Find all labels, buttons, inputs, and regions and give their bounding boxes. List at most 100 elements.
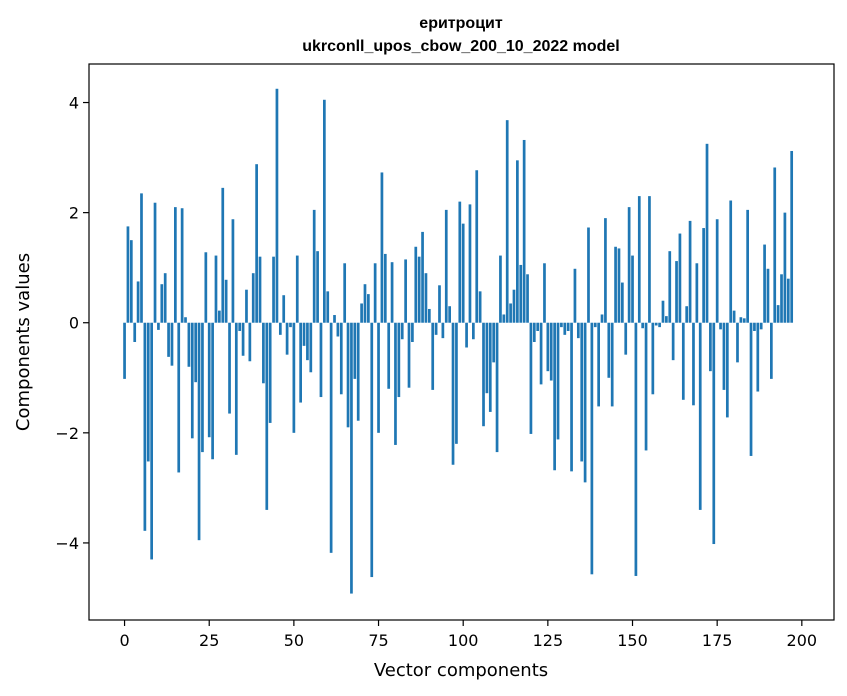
bar-42	[265, 322, 269, 510]
bar-40	[258, 256, 262, 323]
bar-177	[722, 322, 726, 390]
bar-140	[597, 322, 600, 407]
bar-193	[776, 305, 780, 323]
bar-series	[123, 88, 794, 594]
bar-18	[184, 317, 187, 323]
bar-17	[180, 208, 184, 323]
bar-191	[770, 322, 773, 379]
bar-4	[136, 281, 140, 323]
bar-162	[671, 322, 675, 361]
bar-1	[126, 226, 130, 323]
bar-127	[553, 322, 556, 471]
bar-89	[424, 273, 428, 323]
x-tick-label: 100	[448, 631, 479, 650]
bar-143	[607, 322, 611, 378]
bar-28	[218, 310, 221, 323]
bar-36	[245, 289, 248, 323]
bar-189	[763, 244, 766, 323]
bar-23	[201, 322, 204, 453]
bar-152	[637, 196, 641, 323]
bar-45	[275, 88, 279, 323]
bar-101	[465, 322, 468, 348]
y-axis-label: Components values	[13, 253, 34, 431]
bar-62	[333, 315, 336, 323]
bar-166	[685, 306, 689, 323]
bar-125	[546, 322, 550, 372]
bar-94	[441, 322, 445, 339]
bar-10	[157, 322, 160, 330]
x-tick-label: 0	[119, 631, 129, 650]
bar-117	[519, 264, 523, 323]
x-tick-label: 75	[368, 631, 388, 650]
bar-139	[593, 322, 597, 328]
bar-145	[614, 246, 617, 323]
bar-74	[373, 263, 377, 323]
bar-46	[278, 322, 282, 335]
bar-146	[617, 248, 621, 323]
bar-53	[302, 322, 306, 346]
y-tick-label: 4	[69, 94, 79, 113]
bar-181	[736, 322, 739, 363]
x-tick-label: 175	[702, 631, 733, 650]
bar-20	[190, 322, 194, 439]
bar-100	[461, 223, 465, 323]
bar-182	[739, 317, 743, 323]
bar-55	[309, 322, 313, 373]
y-axis-ticks: −4 −2 0 2 4	[55, 94, 89, 553]
bar-50	[292, 322, 296, 433]
chart-title-line2: ukrconll_upos_cbow_200_10_2022 model	[302, 38, 619, 55]
bar-137	[587, 227, 590, 323]
y-tick-label: −2	[55, 424, 79, 443]
bar-34	[238, 322, 242, 331]
bar-37	[248, 322, 252, 362]
bar-15	[174, 207, 177, 323]
bar-8	[150, 322, 153, 560]
bar-11	[160, 284, 164, 323]
bar-133	[573, 268, 577, 323]
bar-43	[268, 322, 272, 423]
bar-134	[576, 322, 580, 339]
bar-51	[295, 255, 299, 323]
bar-70	[360, 303, 363, 323]
bar-63	[336, 322, 340, 337]
bar-3	[133, 322, 137, 342]
bar-167	[688, 220, 692, 323]
chart-title-line1: еритроцит	[419, 15, 503, 32]
bar-141	[600, 314, 604, 323]
bar-195	[783, 212, 787, 323]
bar-30	[224, 279, 228, 323]
bar-58	[319, 322, 323, 398]
bar-109	[492, 322, 496, 363]
bar-107	[485, 322, 489, 394]
bar-86	[414, 246, 418, 323]
bar-170	[698, 322, 702, 510]
bar-67	[350, 322, 353, 594]
x-axis-ticks: 0 25 50 75 100 125 150 175 200	[119, 620, 817, 650]
bar-108	[488, 322, 492, 412]
bar-85	[411, 322, 414, 342]
bar-41	[262, 322, 265, 384]
bar-164	[678, 233, 682, 323]
bar-66	[346, 322, 350, 428]
bar-57	[316, 251, 319, 323]
bar-61	[329, 322, 333, 553]
bar-114	[509, 303, 512, 323]
bar-188	[759, 322, 763, 330]
bar-158	[658, 322, 661, 328]
bar-96	[448, 306, 451, 323]
bar-112	[502, 314, 506, 323]
bar-180	[732, 310, 736, 323]
bar-49	[289, 322, 292, 328]
bar-190	[766, 268, 770, 323]
bar-111	[499, 255, 502, 323]
bar-197	[790, 150, 794, 323]
bar-148	[624, 322, 628, 355]
bar-13	[167, 322, 170, 357]
bar-2	[129, 240, 133, 323]
bar-14	[170, 322, 174, 366]
bar-138	[590, 322, 594, 575]
bar-38	[251, 273, 255, 323]
bar-121	[532, 322, 536, 342]
plot-area-frame	[88, 63, 835, 621]
